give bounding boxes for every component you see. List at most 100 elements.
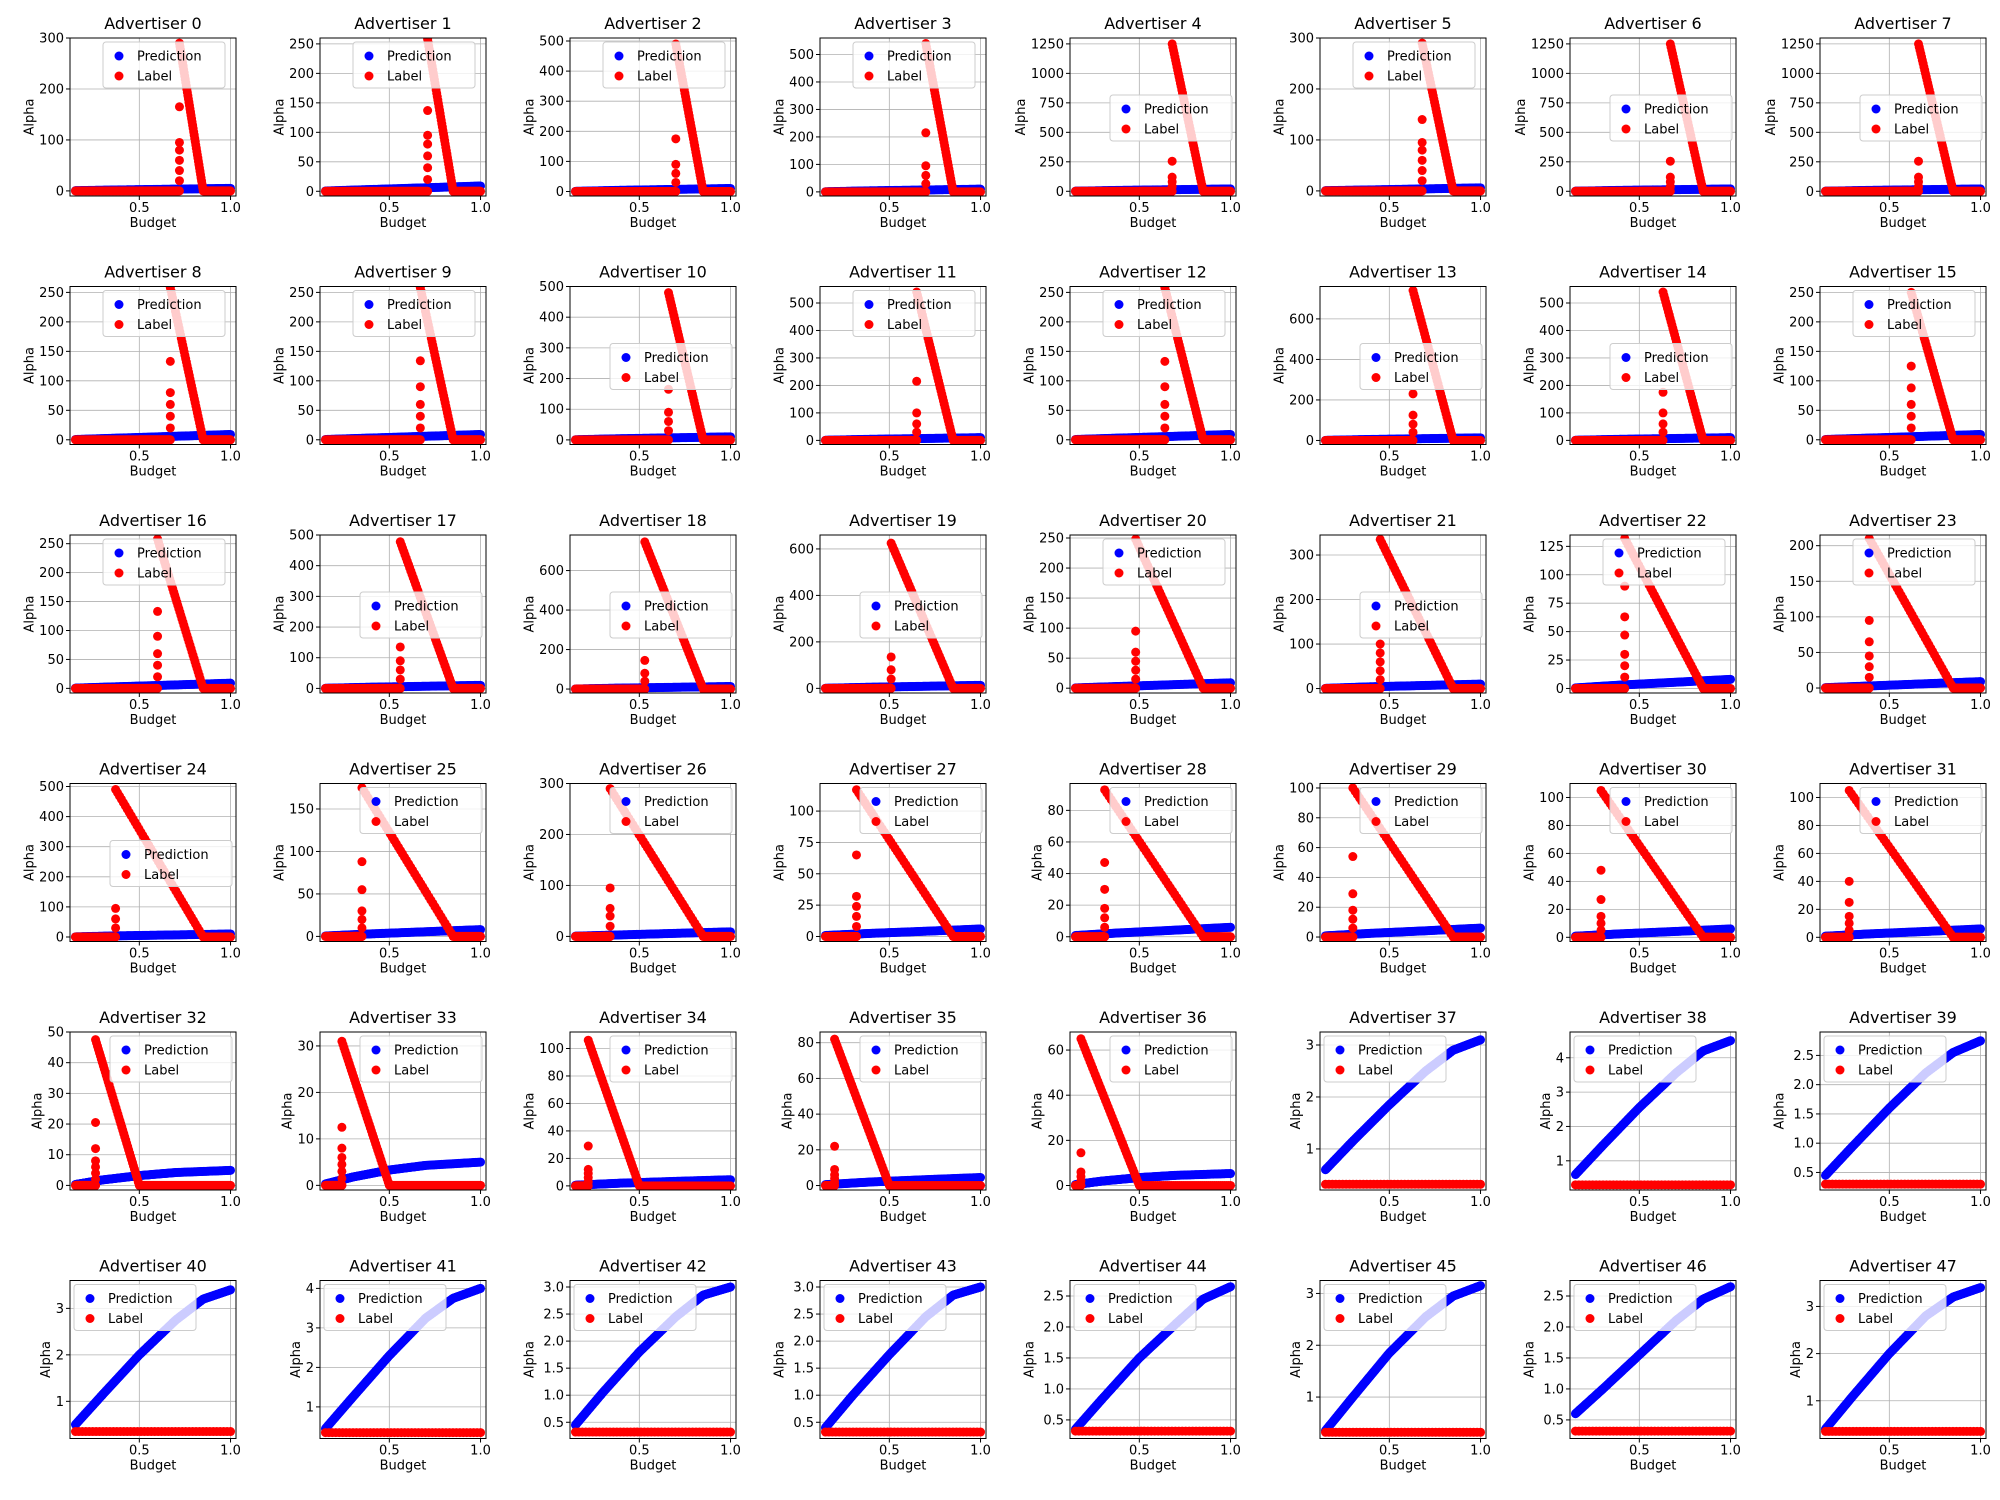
x-tick-label: 0.5 xyxy=(1879,201,1900,216)
x-tick-label: 1.0 xyxy=(220,201,241,216)
x-tick-label: 1.0 xyxy=(470,201,491,216)
label-point xyxy=(1417,176,1427,186)
y-axis-label: Alpha xyxy=(22,347,37,384)
label-point xyxy=(1476,435,1486,445)
y-tick-label: 0 xyxy=(556,433,564,448)
y-tick-label: 100 xyxy=(1039,374,1064,389)
label-point xyxy=(165,399,175,409)
label-point xyxy=(1167,172,1177,182)
x-tick-label: 1.0 xyxy=(1220,450,1241,465)
y-axis-label: Alpha xyxy=(522,99,537,136)
subplot-title: Advertiser 6 xyxy=(1604,14,1701,33)
legend-prediction-marker xyxy=(1114,300,1124,309)
label-point xyxy=(921,128,931,138)
subplot-title: Advertiser 13 xyxy=(1349,263,1457,282)
legend-prediction-label: Prediction xyxy=(1137,298,1202,313)
y-tick-label: 200 xyxy=(289,67,314,82)
y-tick-label: 200 xyxy=(539,125,564,140)
y-tick-label: 1250 xyxy=(1531,37,1564,52)
y-tick-label: 250 xyxy=(1039,155,1064,170)
subplot-title: Advertiser 1 xyxy=(354,14,451,33)
label-point xyxy=(1914,172,1924,182)
legend-label-label: Label xyxy=(387,318,422,333)
label-point xyxy=(1160,435,1170,445)
y-tick-label: 600 xyxy=(1289,312,1314,327)
label-point xyxy=(1160,382,1170,392)
legend-label-marker xyxy=(864,320,874,329)
y-tick-label: 250 xyxy=(39,286,64,301)
subplot-title: Advertiser 8 xyxy=(104,263,201,282)
x-axis-label: Budget xyxy=(1130,216,1177,231)
legend-prediction-marker xyxy=(114,51,124,61)
y-tick-label: 0 xyxy=(1306,184,1314,199)
label-point xyxy=(921,170,931,180)
subplot-title: Advertiser 10 xyxy=(599,263,707,282)
label-point xyxy=(174,186,184,196)
label-point xyxy=(415,399,425,409)
legend-label-label: Label xyxy=(1644,123,1679,138)
label-point xyxy=(423,130,433,140)
x-axis-label: Budget xyxy=(380,465,427,480)
y-tick-label: 250 xyxy=(289,286,314,301)
y-tick-label: 750 xyxy=(1539,96,1564,111)
x-axis-label: Budget xyxy=(130,216,177,231)
legend-box xyxy=(609,343,733,390)
y-tick-label: 400 xyxy=(789,324,814,339)
label-point xyxy=(476,186,486,196)
label-point xyxy=(1417,137,1427,147)
legend-label-marker xyxy=(364,320,374,329)
label-point xyxy=(1408,389,1418,399)
y-tick-label: 150 xyxy=(39,345,64,360)
y-tick-label: 1000 xyxy=(1531,67,1564,82)
x-tick-label: 0.5 xyxy=(379,450,400,465)
legend-label-label: Label xyxy=(637,70,672,85)
axes-frame xyxy=(69,286,237,445)
y-tick-label: 250 xyxy=(1039,286,1064,301)
y-axis-label: Alpha xyxy=(1272,99,1287,136)
label-point xyxy=(423,139,433,149)
legend-box xyxy=(1359,343,1483,390)
label-point xyxy=(1665,172,1675,182)
y-axis-label: Alpha xyxy=(1022,347,1037,384)
x-axis-label: Budget xyxy=(1380,465,1427,480)
y-axis-label: Alpha xyxy=(22,99,37,136)
y-tick-label: 50 xyxy=(297,404,314,419)
y-tick-label: 750 xyxy=(1789,96,1814,111)
legend: Prediction Label xyxy=(1352,41,1476,89)
y-tick-label: 100 xyxy=(289,126,314,141)
y-tick-label: 0 xyxy=(806,434,814,449)
label-point xyxy=(671,186,681,196)
label-point xyxy=(726,435,736,445)
y-tick-label: 250 xyxy=(1789,155,1814,170)
x-axis-label: Budget xyxy=(1630,216,1677,231)
label-point xyxy=(976,187,986,196)
label-point xyxy=(671,134,681,144)
y-tick-label: 150 xyxy=(289,345,314,360)
label-point xyxy=(912,419,922,429)
legend-box xyxy=(1102,290,1226,337)
y-tick-label: 300 xyxy=(789,103,814,118)
legend-label-label: Label xyxy=(1387,70,1422,85)
label-point xyxy=(671,159,681,169)
label-point xyxy=(415,435,425,445)
label-point xyxy=(1160,356,1170,366)
label-point xyxy=(1408,419,1418,429)
y-tick-label: 100 xyxy=(289,374,314,389)
axes-frame xyxy=(1069,286,1237,445)
legend-prediction-label: Prediction xyxy=(1387,50,1452,65)
y-axis-label: Alpha xyxy=(1764,99,1779,136)
legend-label-marker xyxy=(114,320,124,329)
y-tick-label: 1250 xyxy=(1781,37,1814,52)
y-axis-label: Alpha xyxy=(272,347,287,384)
x-axis-label: Budget xyxy=(380,216,427,231)
